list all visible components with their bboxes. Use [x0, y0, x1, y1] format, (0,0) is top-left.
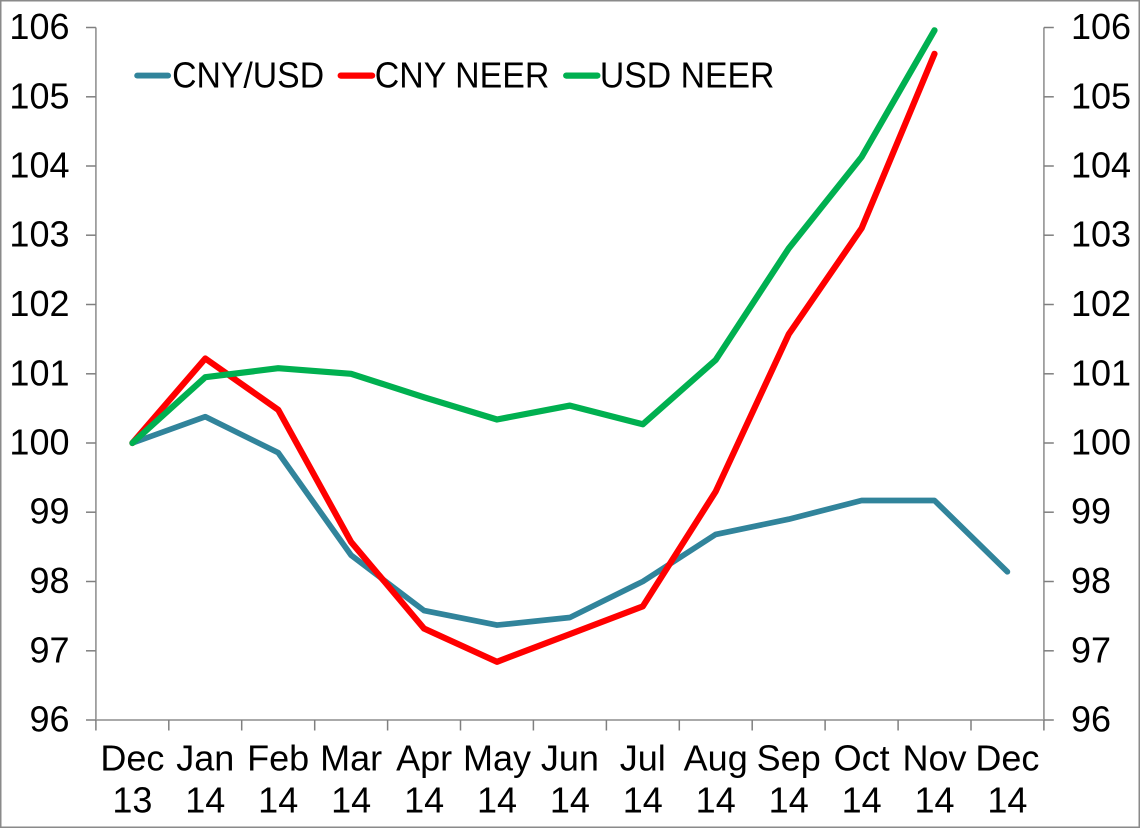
svg-text:May: May — [463, 738, 531, 779]
svg-text:14: 14 — [914, 780, 954, 821]
svg-text:Mar: Mar — [320, 738, 382, 779]
svg-text:Jul: Jul — [620, 738, 666, 779]
svg-text:Sep: Sep — [757, 738, 821, 779]
svg-text:Feb: Feb — [247, 738, 309, 779]
svg-text:USD NEER: USD NEER — [600, 54, 775, 95]
svg-text:98: 98 — [29, 560, 69, 601]
svg-text:97: 97 — [29, 629, 69, 670]
svg-text:14: 14 — [404, 780, 444, 821]
svg-text:103: 103 — [1071, 214, 1131, 255]
svg-text:100: 100 — [1071, 422, 1131, 463]
svg-text:98: 98 — [1071, 560, 1111, 601]
svg-text:Nov: Nov — [902, 738, 966, 779]
svg-text:14: 14 — [550, 780, 590, 821]
svg-text:Apr: Apr — [396, 738, 452, 779]
svg-text:101: 101 — [1071, 352, 1131, 393]
svg-text:Aug: Aug — [684, 738, 748, 779]
svg-text:Dec: Dec — [100, 738, 164, 779]
svg-text:14: 14 — [696, 780, 736, 821]
svg-text:Jan: Jan — [176, 738, 234, 779]
svg-text:14: 14 — [477, 780, 517, 821]
svg-text:96: 96 — [1071, 699, 1111, 740]
svg-text:Dec: Dec — [975, 738, 1039, 779]
svg-text:105: 105 — [9, 75, 69, 116]
svg-text:14: 14 — [769, 780, 809, 821]
svg-text:100: 100 — [9, 422, 69, 463]
svg-text:104: 104 — [1071, 145, 1131, 186]
svg-text:14: 14 — [842, 780, 882, 821]
svg-text:99: 99 — [1071, 491, 1111, 532]
svg-text:CNY/USD: CNY/USD — [172, 54, 324, 95]
svg-text:13: 13 — [112, 780, 152, 821]
svg-text:106: 106 — [1071, 6, 1131, 47]
svg-text:97: 97 — [1071, 629, 1111, 670]
svg-text:102: 102 — [9, 283, 69, 324]
svg-text:14: 14 — [987, 780, 1027, 821]
svg-text:104: 104 — [9, 145, 69, 186]
svg-text:14: 14 — [185, 780, 225, 821]
svg-text:Jun: Jun — [541, 738, 599, 779]
svg-text:103: 103 — [9, 214, 69, 255]
svg-text:101: 101 — [9, 352, 69, 393]
svg-text:106: 106 — [9, 6, 69, 47]
svg-text:105: 105 — [1071, 75, 1131, 116]
svg-text:96: 96 — [29, 699, 69, 740]
svg-text:14: 14 — [258, 780, 298, 821]
svg-text:14: 14 — [623, 780, 663, 821]
svg-text:102: 102 — [1071, 283, 1131, 324]
svg-text:14: 14 — [331, 780, 371, 821]
svg-text:99: 99 — [29, 491, 69, 532]
svg-text:Oct: Oct — [834, 738, 890, 779]
svg-text:CNY NEER: CNY NEER — [375, 54, 550, 95]
